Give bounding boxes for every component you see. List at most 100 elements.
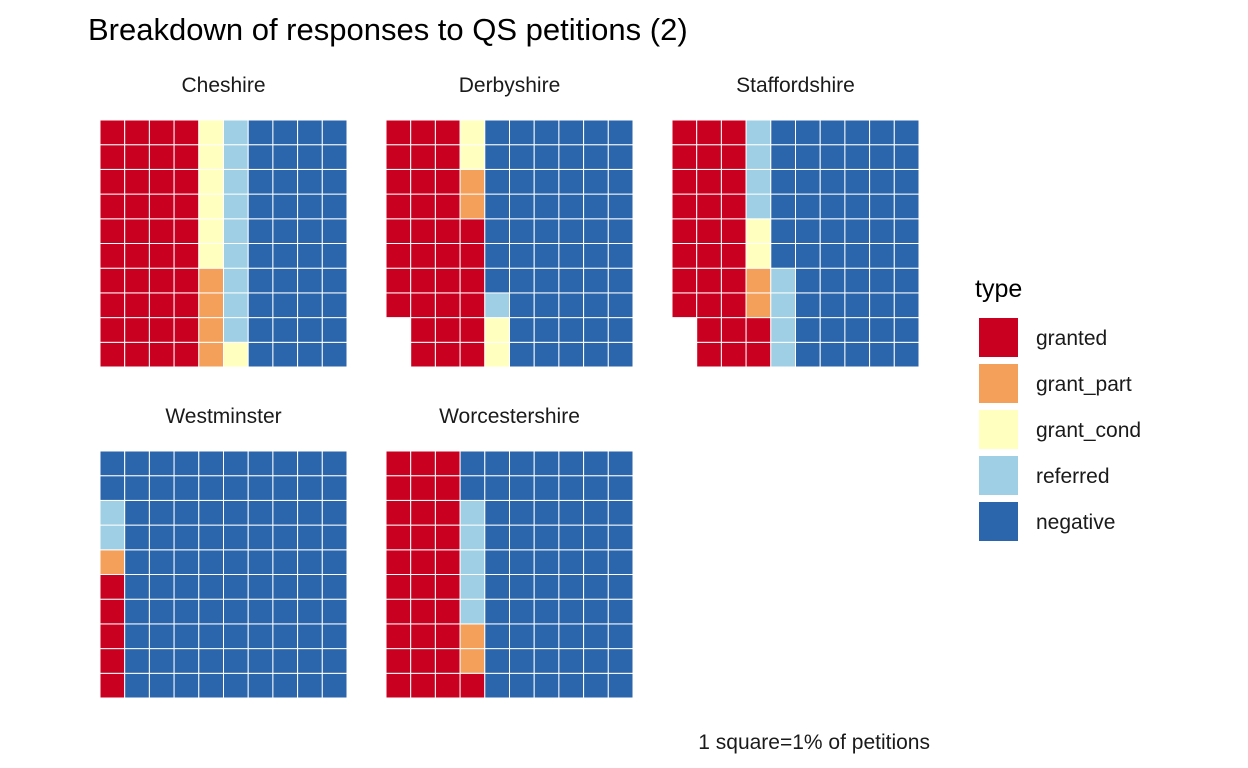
- square-negative: [869, 193, 895, 220]
- square-negative: [247, 292, 274, 319]
- square-negative: [272, 648, 299, 674]
- square-negative: [509, 672, 535, 699]
- square-negative: [533, 144, 560, 170]
- square-granted: [410, 243, 436, 269]
- square-negative: [297, 450, 323, 477]
- square-negative: [509, 341, 535, 368]
- square-negative: [533, 672, 560, 699]
- square-negative: [509, 292, 535, 319]
- square-granted: [410, 193, 436, 220]
- square-negative: [148, 499, 175, 526]
- square-negative: [558, 341, 585, 368]
- square-negative: [124, 450, 150, 477]
- square-negative: [321, 549, 348, 575]
- square-negative: [607, 648, 634, 674]
- square-negative: [869, 144, 895, 170]
- square-grant_part: [459, 193, 486, 220]
- square-negative: [583, 218, 609, 245]
- square-negative: [533, 267, 560, 294]
- square-granted: [671, 218, 698, 245]
- square-negative: [558, 672, 585, 699]
- square-granted: [459, 672, 486, 699]
- square-granted: [385, 574, 412, 600]
- square-negative: [533, 623, 560, 650]
- square-negative: [148, 475, 175, 501]
- square-granted: [124, 193, 150, 220]
- square-negative: [533, 598, 560, 625]
- square-negative: [819, 193, 846, 220]
- square-negative: [607, 218, 634, 245]
- square-granted: [385, 475, 412, 501]
- square-granted: [459, 218, 486, 245]
- square-granted: [385, 243, 412, 269]
- square-granted: [671, 243, 698, 269]
- square-negative: [321, 672, 348, 699]
- square-negative: [558, 499, 585, 526]
- square-negative: [509, 243, 535, 269]
- square-negative: [99, 450, 126, 477]
- square-negative: [124, 598, 150, 625]
- square-granted: [385, 292, 412, 319]
- square-negative: [321, 524, 348, 551]
- square-negative: [297, 574, 323, 600]
- square-negative: [272, 623, 299, 650]
- square-negative: [247, 623, 274, 650]
- square-granted: [385, 168, 412, 195]
- square-granted: [124, 267, 150, 294]
- square-referred: [223, 317, 249, 343]
- square-negative: [173, 499, 200, 526]
- square-negative: [484, 598, 510, 625]
- square-negative: [844, 317, 871, 343]
- square-negative: [819, 317, 846, 343]
- square-negative: [148, 574, 175, 600]
- square-grant_cond: [745, 218, 772, 245]
- square-granted: [434, 574, 461, 600]
- square-negative: [583, 672, 609, 699]
- square-negative: [297, 218, 323, 245]
- square-negative: [533, 168, 560, 195]
- square-negative: [297, 292, 323, 319]
- square-negative: [247, 119, 274, 146]
- square-granted: [434, 317, 461, 343]
- square-negative: [297, 623, 323, 650]
- square-negative: [247, 341, 274, 368]
- square-negative: [558, 574, 585, 600]
- square-negative: [533, 218, 560, 245]
- square-negative: [321, 168, 348, 195]
- square-negative: [173, 475, 200, 501]
- panel-cheshire: Cheshire: [99, 74, 348, 368]
- square-granted: [385, 623, 412, 650]
- square-grant_cond: [459, 119, 486, 146]
- square-negative: [819, 119, 846, 146]
- square-negative: [558, 144, 585, 170]
- legend-label: grant_cond: [1036, 419, 1141, 442]
- square-negative: [795, 341, 821, 368]
- square-granted: [173, 267, 200, 294]
- square-negative: [844, 341, 871, 368]
- panel-westminster: Westminster: [99, 405, 348, 699]
- square-negative: [533, 499, 560, 526]
- square-negative: [321, 144, 348, 170]
- square-negative: [770, 243, 796, 269]
- panel-derbyshire: Derbyshire: [385, 74, 634, 368]
- square-negative: [272, 193, 299, 220]
- square-negative: [509, 144, 535, 170]
- square-negative: [484, 648, 510, 674]
- square-grant_cond: [198, 218, 225, 245]
- square-negative: [869, 341, 895, 368]
- square-negative: [459, 450, 486, 477]
- square-negative: [198, 524, 225, 551]
- panel-title: Staffordshire: [736, 74, 855, 97]
- square-referred: [223, 292, 249, 319]
- square-referred: [484, 292, 510, 319]
- square-negative: [247, 450, 274, 477]
- square-negative: [558, 243, 585, 269]
- square-granted: [720, 168, 747, 195]
- square-negative: [321, 598, 348, 625]
- chart-title: Breakdown of responses to QS petitions (…: [88, 12, 688, 47]
- square-granted: [434, 672, 461, 699]
- square-negative: [583, 623, 609, 650]
- square-negative: [583, 648, 609, 674]
- square-granted: [696, 168, 722, 195]
- square-negative: [173, 524, 200, 551]
